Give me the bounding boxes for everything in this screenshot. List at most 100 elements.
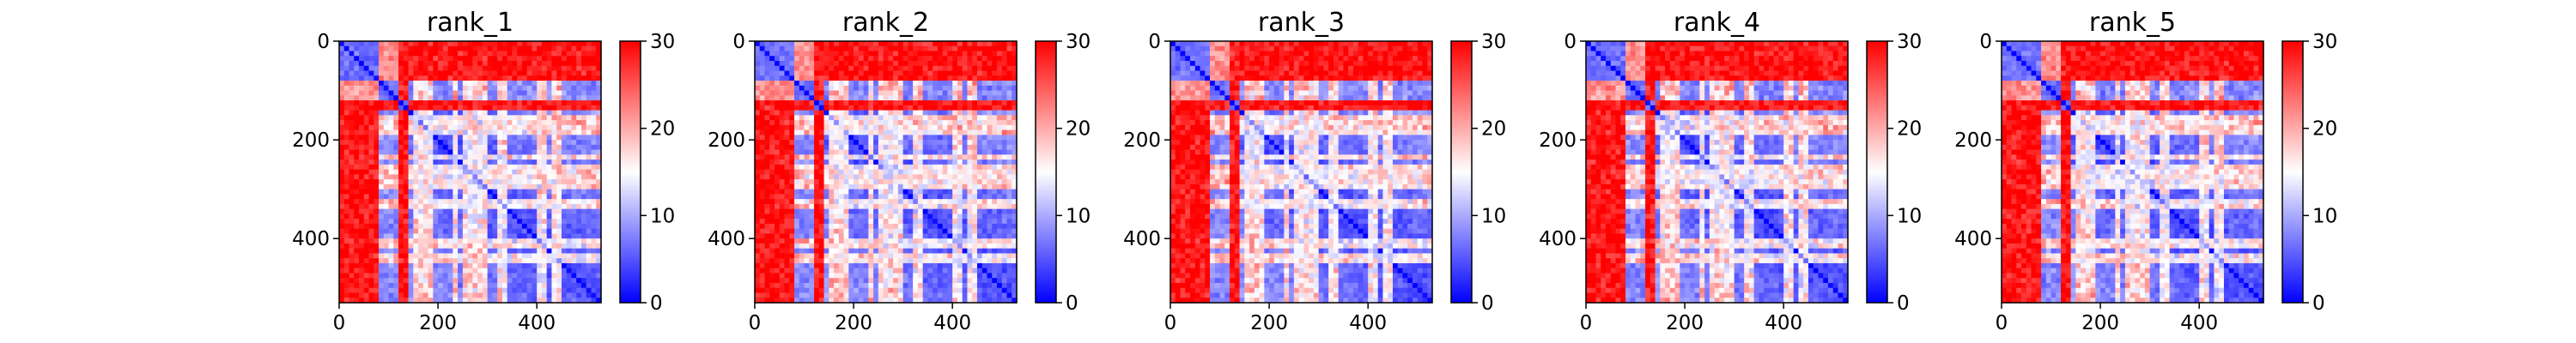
heatmap-cell: [339, 130, 344, 135]
heatmap-cell: [898, 145, 903, 150]
heatmap-cell: [854, 150, 859, 155]
heatmap-cell: [448, 219, 453, 224]
heatmap-cell: [947, 224, 952, 229]
heatmap-cell: [537, 95, 542, 100]
heatmap-cell: [542, 253, 547, 258]
heatmap-cell: [834, 115, 839, 120]
heatmap-cell: [884, 111, 889, 116]
heatmap-cell: [571, 229, 576, 234]
heatmap-cell: [374, 199, 379, 204]
heatmap-cell: [339, 111, 344, 116]
heatmap-cell: [393, 253, 398, 258]
heatmap-cell: [943, 86, 948, 91]
heatmap-cell: [349, 224, 355, 229]
heatmap-cell: [859, 56, 864, 61]
heatmap-cell: [512, 233, 517, 238]
heatmap-cell: [477, 75, 483, 81]
heatmap-cell: [359, 209, 364, 214]
heatmap-cell: [785, 199, 790, 204]
heatmap-cell: [957, 71, 963, 76]
heatmap-cell: [864, 184, 869, 190]
heatmap-cell: [903, 125, 908, 130]
heatmap-cell: [908, 209, 913, 214]
heatmap-cell: [567, 190, 572, 195]
heatmap-cell: [404, 154, 409, 159]
heatmap-cell: [789, 120, 794, 125]
heatmap-cell: [512, 66, 517, 71]
heatmap-cell: [398, 91, 404, 96]
heatmap-cell: [443, 95, 448, 100]
heatmap-cell: [952, 190, 957, 195]
heatmap-cell: [404, 81, 409, 86]
heatmap-cell: [468, 135, 473, 140]
heatmap-cell: [423, 233, 428, 238]
heatmap-cell: [893, 233, 898, 238]
heatmap-cell: [537, 214, 542, 219]
heatmap-cell: [581, 219, 586, 224]
heatmap-cell: [453, 204, 458, 209]
heatmap-cell: [547, 184, 552, 190]
heatmap-cell: [785, 46, 790, 51]
heatmap-cell: [567, 268, 572, 274]
heatmap-cell: [409, 249, 414, 254]
heatmap-cell: [537, 51, 542, 57]
heatmap-cell: [888, 194, 893, 199]
heatmap-cell: [522, 204, 527, 209]
heatmap-cell: [933, 170, 938, 175]
heatmap-cell: [349, 125, 355, 130]
heatmap-cell: [938, 159, 943, 165]
heatmap-cell: [512, 165, 517, 170]
heatmap-cell: [418, 229, 423, 234]
heatmap-cell: [517, 174, 522, 179]
heatmap-cell: [884, 224, 889, 229]
heatmap-cell: [586, 150, 592, 155]
heatmap-cell: [878, 194, 884, 199]
heatmap-cell: [794, 165, 799, 170]
heatmap-cell: [957, 238, 963, 244]
heatmap-cell: [364, 273, 369, 278]
heatmap-cell: [512, 268, 517, 274]
heatmap-cell: [483, 204, 488, 209]
heatmap-cell: [780, 179, 785, 184]
heatmap-cell: [497, 159, 502, 165]
heatmap-cell: [369, 244, 374, 249]
heatmap-cell: [369, 150, 374, 155]
heatmap-cell: [364, 100, 369, 105]
heatmap-cell: [963, 115, 968, 120]
heatmap-cell: [859, 154, 864, 159]
heatmap-cell: [517, 51, 522, 57]
heatmap-cell: [963, 61, 968, 66]
heatmap-cell: [354, 41, 359, 46]
heatmap-panel-2: rank_20 200 40002004000102030: [708, 8, 1091, 334]
heatmap-cell: [483, 130, 488, 135]
heatmap-cell: [844, 56, 849, 61]
heatmap-cell: [947, 86, 952, 91]
heatmap-cell: [374, 224, 379, 229]
heatmap-cell: [374, 95, 379, 100]
heatmap-cell: [878, 46, 884, 51]
heatmap-cell: [433, 86, 438, 91]
heatmap-cell: [586, 130, 592, 135]
heatmap-cell: [1006, 140, 1012, 145]
heatmap-cell: [977, 71, 982, 76]
heatmap-cell: [834, 238, 839, 244]
heatmap-cell: [438, 268, 443, 274]
heatmap-cell: [977, 86, 982, 91]
heatmap-cell: [844, 111, 849, 116]
heatmap-cell: [472, 224, 477, 229]
heatmap-cell: [873, 140, 878, 145]
heatmap-cell: [854, 174, 859, 179]
heatmap-cell: [374, 283, 379, 288]
heatmap-cell: [364, 209, 369, 214]
heatmap-cell: [576, 292, 581, 298]
heatmap-cell: [547, 115, 552, 120]
heatmap-cell: [755, 81, 760, 86]
heatmap-cell: [918, 61, 923, 66]
heatmap-cell: [854, 140, 859, 145]
heatmap-cell: [992, 125, 997, 130]
heatmap-cell: [477, 258, 483, 263]
heatmap-cell: [413, 278, 418, 283]
heatmap-cell: [492, 209, 497, 214]
heatmap-cell: [775, 130, 780, 135]
heatmap-cell: [947, 150, 952, 155]
